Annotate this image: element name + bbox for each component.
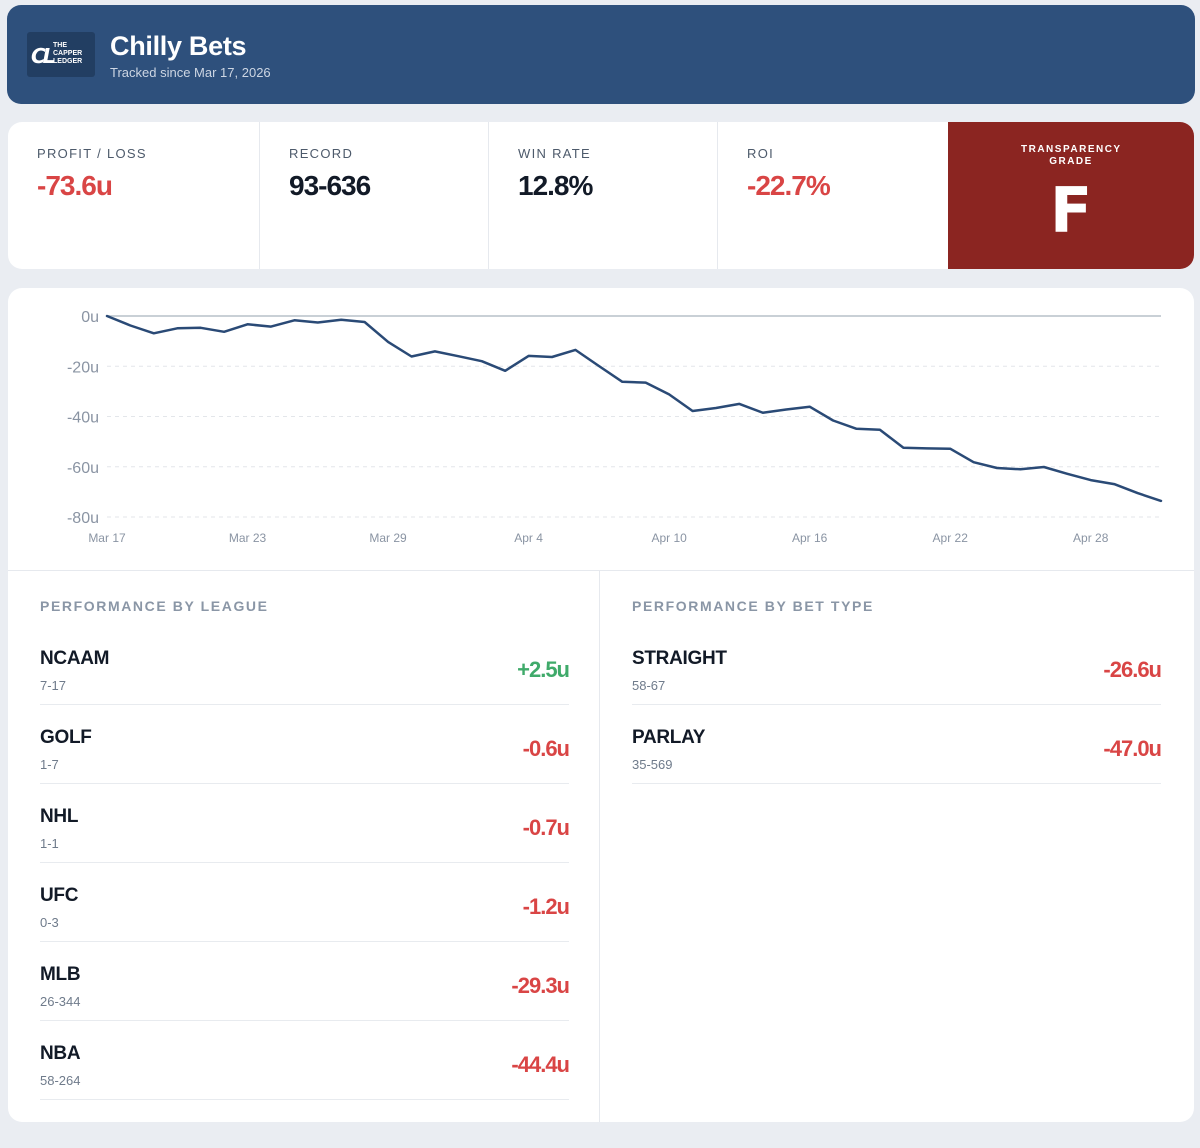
- league-name: NBA: [40, 1043, 81, 1064]
- league-record: 1-1: [40, 836, 59, 851]
- league-name: UFC: [40, 885, 79, 906]
- stat-record: RECORD 93-636: [260, 122, 489, 269]
- stat-label: WIN RATE: [518, 146, 591, 161]
- x-tick-label: Apr 16: [792, 531, 828, 545]
- league-units: -29.3u: [511, 973, 570, 998]
- y-tick-label: -20u: [67, 359, 99, 376]
- logo-text: THE CAPPER LEDGER: [53, 42, 83, 65]
- league-record: 0-3: [40, 915, 59, 930]
- bet-type-record: 35-569: [632, 757, 673, 772]
- bet-type-units: -26.6u: [1103, 657, 1162, 682]
- league-name: NHL: [40, 806, 79, 827]
- y-tick-label: -80u: [67, 510, 99, 527]
- stat-value: -73.6u: [37, 170, 113, 201]
- x-tick-label: Mar 17: [88, 531, 126, 545]
- league-list: NCAAM 7-17 +2.5u GOLF 1-7 -0.6u NHL 1-1 -0.7u UFC…: [40, 626, 570, 1100]
- stat-win-rate: WIN RATE 12.8%: [489, 122, 718, 269]
- x-tick-label: Apr 28: [1073, 531, 1109, 545]
- grade-label: TRANSPARENCY GRADE: [1021, 144, 1122, 167]
- x-tick-label: Apr 10: [651, 531, 687, 545]
- panel-title: PERFORMANCE BY BET TYPE: [632, 598, 874, 614]
- x-tick-label: Mar 29: [369, 531, 407, 545]
- stat-label: PROFIT / LOSS: [37, 146, 147, 161]
- header-banner: CL THE CAPPER LEDGER Chilly Bets Tracked…: [7, 5, 1195, 104]
- bet-type-row: STRAIGHT 58-67 -26.6u: [632, 626, 1162, 705]
- bet-type-record: 58-67: [632, 678, 666, 693]
- league-row: NBA 58-264 -44.4u: [40, 1021, 570, 1100]
- performance-by-league: PERFORMANCE BY LEAGUE NCAAM 7-17 +2.5u GOLF…: [8, 571, 600, 1122]
- stat-value: -22.7%: [747, 170, 831, 201]
- capper-ledger-logo: CL THE CAPPER LEDGER: [27, 32, 95, 77]
- league-name: NCAAM: [40, 648, 110, 669]
- bet-type-list: STRAIGHT 58-67 -26.6u PARLAY 35-569 -47.0u: [632, 626, 1162, 784]
- y-tick-label: -40u: [67, 410, 99, 427]
- league-row: UFC 0-3 -1.2u: [40, 863, 570, 942]
- league-record: 7-17: [40, 678, 67, 693]
- tracked-since: Tracked since Mar 17, 2026: [110, 65, 271, 80]
- league-row: GOLF 1-7 -0.6u: [40, 705, 570, 784]
- bet-type-name: PARLAY: [632, 727, 706, 748]
- x-tick-label: Mar 23: [229, 531, 267, 545]
- profit-series-line: [105, 314, 1163, 503]
- league-record: 26-344: [40, 994, 81, 1009]
- transparency-grade: TRANSPARENCY GRADE F: [948, 122, 1194, 269]
- profit-line-chart: 0u -20u -40u -60u -80u Mar 17 Mar 23 Mar 29 Apr …: [67, 309, 1163, 545]
- grade-value: F: [1049, 174, 1093, 247]
- stat-profit-loss: PROFIT / LOSS -73.6u: [8, 122, 260, 269]
- league-units: -44.4u: [511, 1052, 570, 1077]
- league-record: 58-264: [40, 1073, 81, 1088]
- league-row: MLB 26-344 -29.3u: [40, 942, 570, 1021]
- profit-chart: 0u -20u -40u -60u -80u Mar 17 Mar 23 Mar 29 Apr …: [8, 288, 1194, 571]
- league-name: GOLF: [40, 727, 92, 748]
- league-units: -1.2u: [522, 894, 570, 919]
- stat-label: ROI: [747, 146, 775, 161]
- x-tick-label: Apr 22: [933, 531, 969, 545]
- league-row: NHL 1-1 -0.7u: [40, 784, 570, 863]
- capper-name: Chilly Bets: [110, 31, 247, 61]
- bet-type-units: -47.0u: [1103, 736, 1162, 761]
- stat-value: 93-636: [289, 170, 371, 201]
- x-tick-label: Apr 4: [514, 531, 543, 545]
- league-row: NCAAM 7-17 +2.5u: [40, 626, 570, 705]
- stat-label: RECORD: [289, 146, 354, 161]
- stat-value: 12.8%: [518, 170, 593, 201]
- league-record: 1-7: [40, 757, 59, 772]
- bet-type-row: PARLAY 35-569 -47.0u: [632, 705, 1162, 784]
- stat-roi: ROI -22.7%: [718, 122, 948, 269]
- league-units: -0.7u: [522, 815, 570, 840]
- y-tick-label: 0u: [81, 309, 99, 326]
- panel-title: PERFORMANCE BY LEAGUE: [40, 598, 269, 614]
- performance-by-bet-type: PERFORMANCE BY BET TYPE STRAIGHT 58-67 -26…: [600, 571, 1194, 1122]
- league-name: MLB: [40, 964, 81, 985]
- bet-type-name: STRAIGHT: [632, 648, 727, 669]
- stats-card: PROFIT / LOSS -73.6u RECORD 93-636 WIN R…: [8, 122, 1194, 269]
- performance-card: 0u -20u -40u -60u -80u Mar 17 Mar 23 Mar 29 Apr …: [8, 288, 1194, 1122]
- league-units: +2.5u: [517, 657, 570, 682]
- cl-logo-icon: CL: [31, 44, 55, 68]
- y-tick-label: -60u: [67, 460, 99, 477]
- league-units: -0.6u: [522, 736, 570, 761]
